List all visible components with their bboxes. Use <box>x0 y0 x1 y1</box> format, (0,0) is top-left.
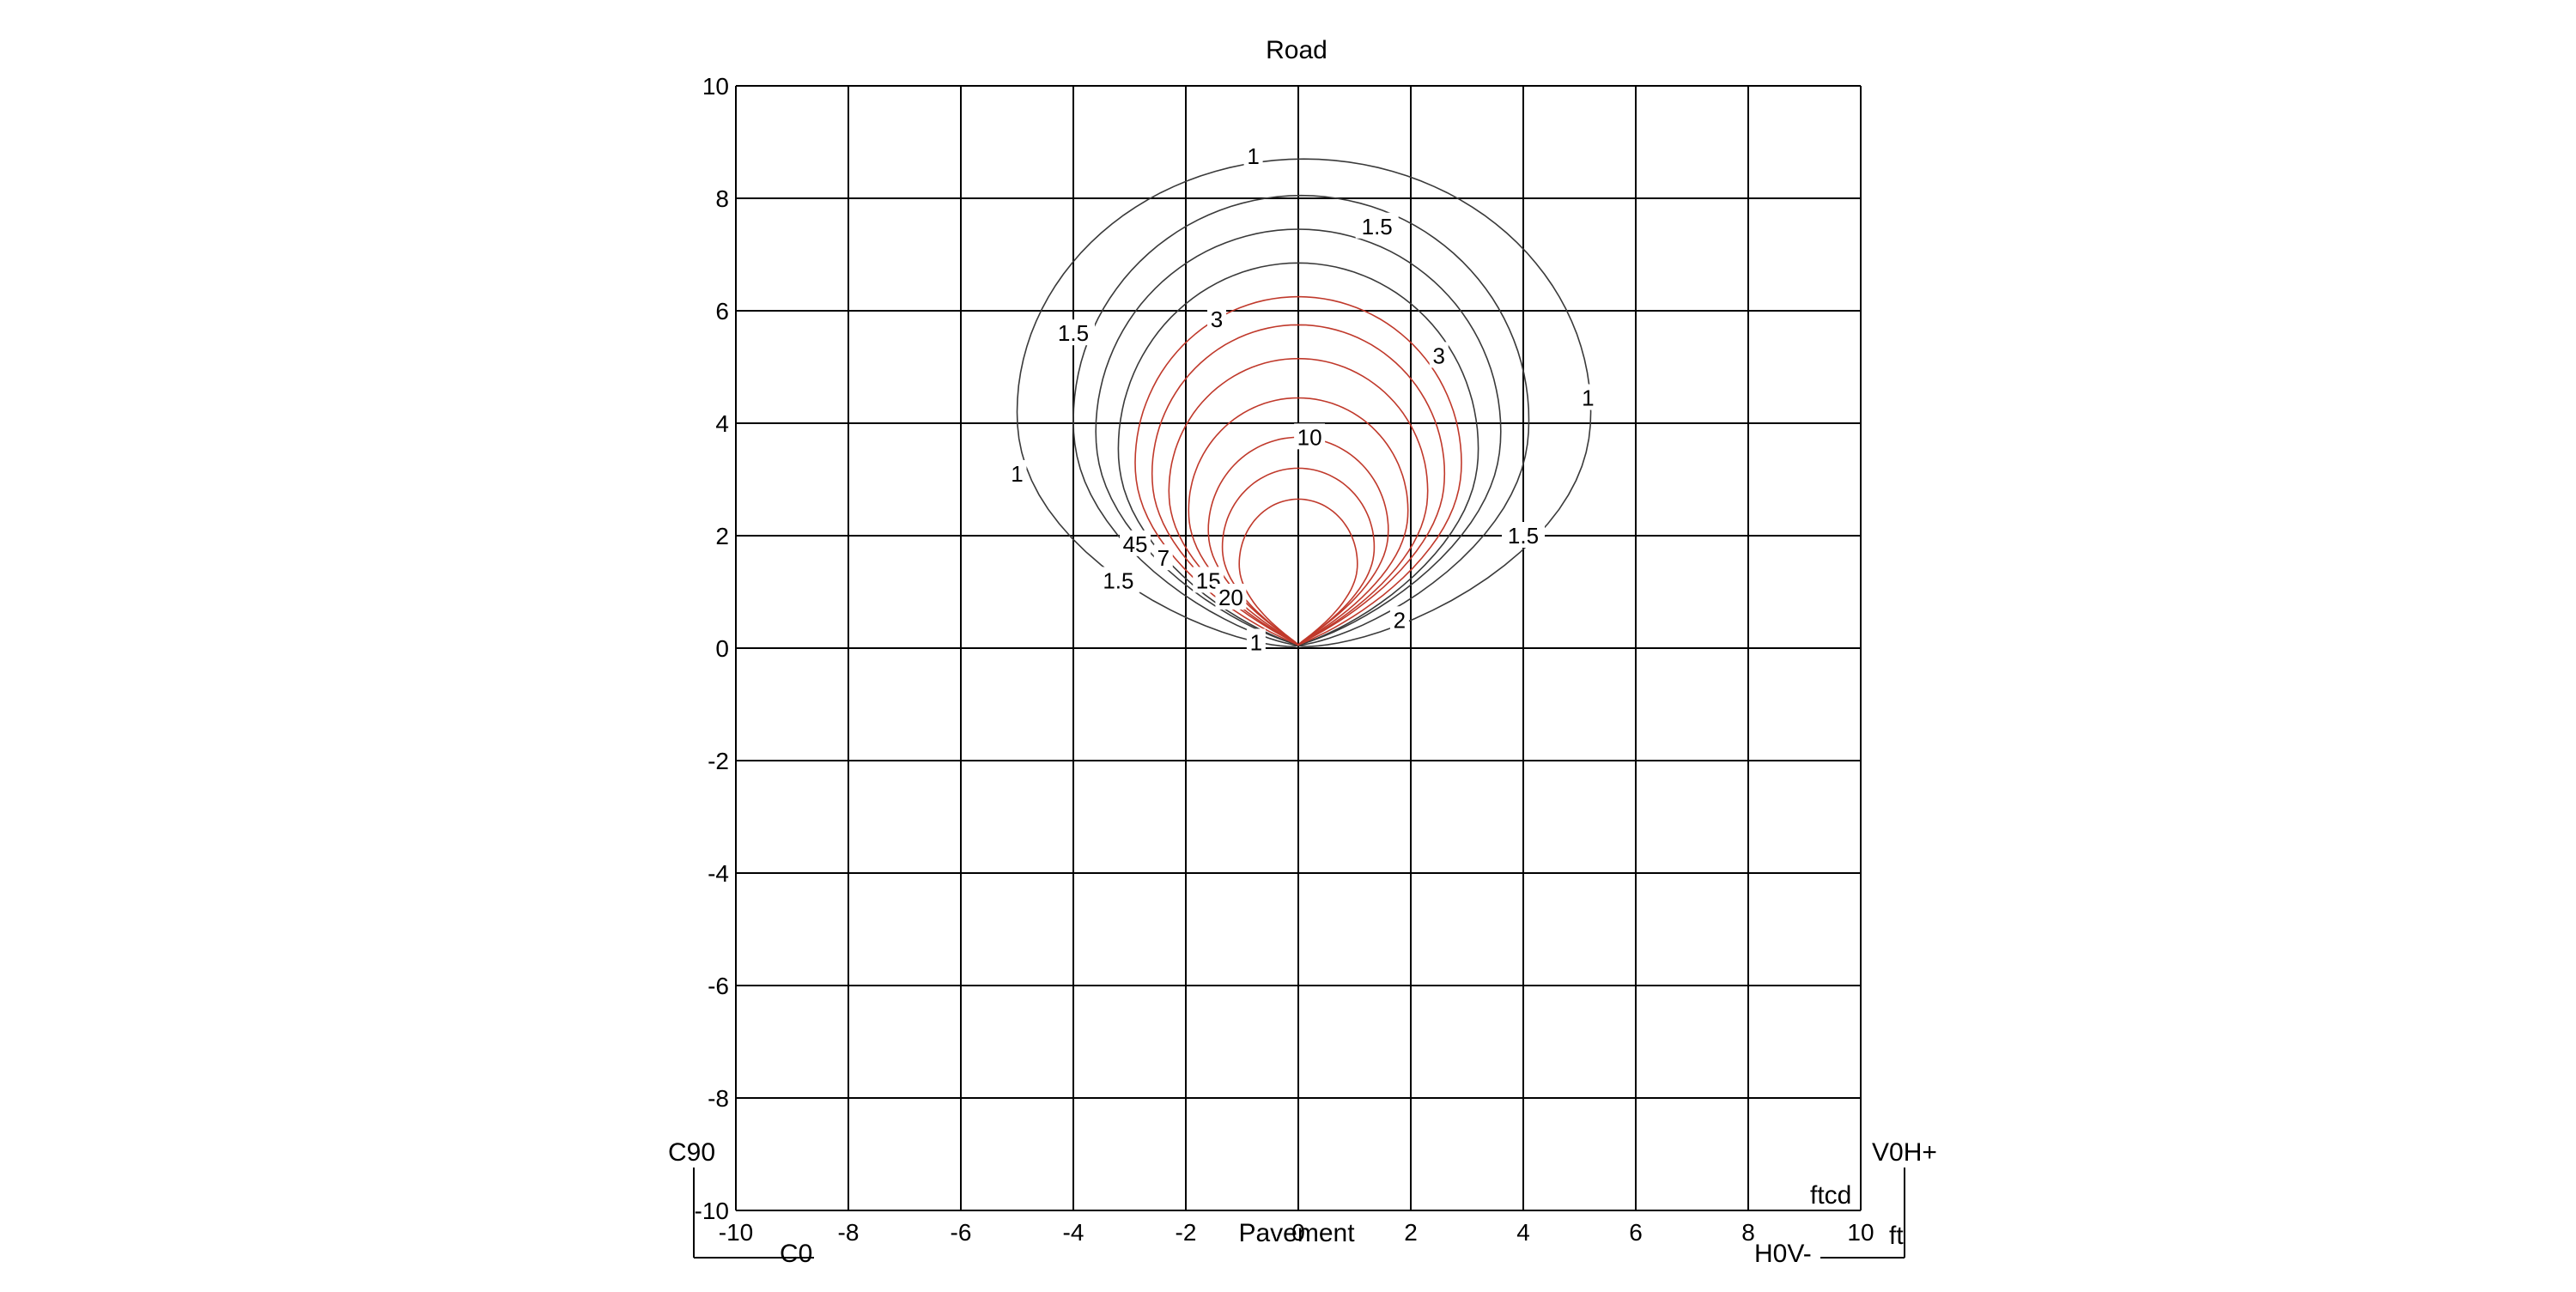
x-tick-label: 8 <box>1741 1219 1755 1246</box>
contour-label: 1 <box>1247 143 1259 169</box>
x-tick-label: 2 <box>1404 1219 1418 1246</box>
x-tick-label: 10 <box>1847 1219 1874 1246</box>
contour-label: 3 <box>1433 343 1445 368</box>
contour-label-background <box>1120 530 1151 556</box>
contour-line <box>1095 228 1502 646</box>
y-tick-label: 8 <box>715 185 729 212</box>
x-axis-label: Pavement <box>1238 1219 1355 1247</box>
contour-label: 1.5 <box>1362 214 1393 240</box>
contour-label: 45 <box>1123 531 1148 557</box>
contour-line <box>1117 262 1479 646</box>
x-tick-label: 6 <box>1629 1219 1643 1246</box>
contour-line <box>1238 498 1358 646</box>
contour-label: 1.5 <box>1103 567 1133 593</box>
left-corner-axis-label: C90 <box>668 1138 715 1167</box>
x-tick-label: 0 <box>1291 1219 1305 1246</box>
contour-label-background <box>1007 459 1027 486</box>
grid-layer <box>735 85 1862 1211</box>
contour-label-background <box>1207 305 1227 331</box>
contour-layer <box>1016 158 1592 647</box>
y-tick-label: 6 <box>715 298 729 325</box>
y-tick-label: -2 <box>708 748 729 774</box>
x-unit-label: ft <box>1889 1222 1904 1250</box>
y-tick-label: -8 <box>708 1085 729 1112</box>
contour-label: 1 <box>1250 629 1262 655</box>
x-tick-label: -6 <box>951 1219 972 1246</box>
y-tick-label: -10 <box>695 1198 729 1224</box>
contour-label: 10 <box>1297 424 1322 450</box>
contour-label-background <box>1502 522 1545 548</box>
contour-label-background <box>1429 342 1449 368</box>
x-tick-label: 4 <box>1516 1219 1530 1246</box>
contour-label-background <box>1052 319 1095 346</box>
contour-label: 20 <box>1218 585 1243 610</box>
units-label: ftcd <box>1810 1181 1851 1210</box>
y-tick-label: 0 <box>715 635 729 662</box>
x-tick-label: -4 <box>1063 1219 1084 1246</box>
contour-label-background <box>1243 142 1263 168</box>
contour-label-background <box>1215 584 1247 610</box>
contour-label-background <box>1355 212 1399 239</box>
right-corner-axis-label: V0H+ <box>1872 1138 1937 1167</box>
y-tick-label: 10 <box>702 73 729 100</box>
contour-line <box>1188 397 1409 646</box>
contour-label: 7 <box>1157 545 1170 571</box>
contour-label: 1.5 <box>1508 523 1539 549</box>
contour-line <box>1168 357 1429 646</box>
contour-label: 3 <box>1211 306 1223 332</box>
contour-label-background <box>1097 567 1140 593</box>
contour-label-background <box>1294 423 1326 450</box>
y-tick-label: -4 <box>708 860 729 887</box>
contour-label-background <box>1246 628 1266 655</box>
chart-title: Road <box>1266 36 1327 64</box>
contour-line <box>1134 295 1462 646</box>
y-tick-label: -6 <box>708 973 729 999</box>
contour-label: 1 <box>1582 385 1594 411</box>
contour-label: 1.5 <box>1058 320 1089 346</box>
contour-line <box>1151 324 1446 646</box>
contour-label: 1 <box>1011 461 1023 487</box>
contour-label-background <box>1578 384 1598 410</box>
y-tick-label: 2 <box>715 523 729 549</box>
x-tick-label: -10 <box>719 1219 753 1246</box>
contour-line <box>1016 158 1592 647</box>
right-corner-base-label: H0V- <box>1754 1240 1812 1268</box>
contour-label-background <box>1153 544 1173 571</box>
y-tick-label: 4 <box>715 410 729 437</box>
x-tick-label: -8 <box>838 1219 860 1246</box>
left-corner-base-label: C0 <box>780 1240 812 1268</box>
contour-label-background <box>1389 606 1409 633</box>
contour-label: 2 <box>1394 607 1406 633</box>
contour-line <box>1072 194 1530 646</box>
x-tick-label: -2 <box>1176 1219 1197 1246</box>
tick-layer: -10 -8 -6 -4 -2 0 2 4 6 8 10 -10 -8 -6 -4 -2 0 2 4 6 8 10 <box>695 73 1874 1246</box>
